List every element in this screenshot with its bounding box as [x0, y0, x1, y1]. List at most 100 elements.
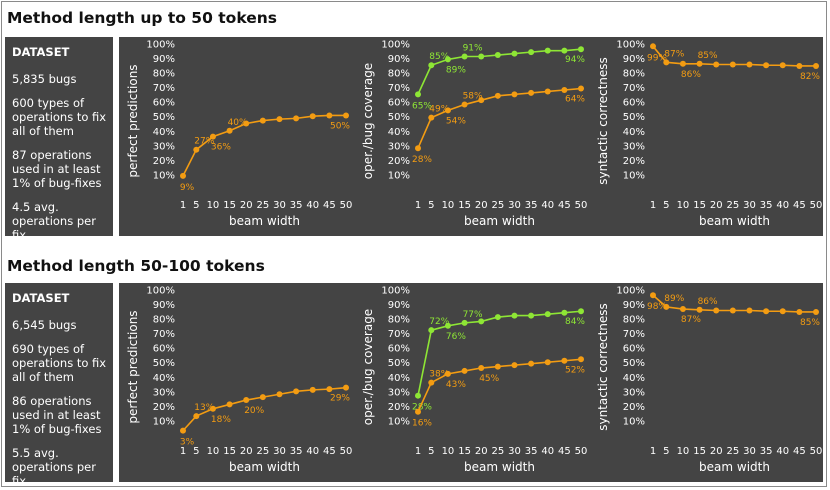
chart-perfect-predictions-short: 10%20%30%40%50%60%70%80%90%100%1 5 10 15 20 2… [126, 39, 352, 228]
data-point [494, 92, 501, 99]
data-label: 43% [446, 380, 466, 390]
chart-syntactic-long: 10%20%30%40%50%60%70%80%90%100%1 5 10 15 20 2… [596, 285, 822, 474]
x-axis-label: beam width [464, 460, 535, 474]
data-point [428, 62, 435, 69]
data-label: 85% [429, 52, 449, 62]
data-point [259, 394, 266, 401]
x-tick-label: 30 [273, 200, 286, 211]
data-point [461, 101, 468, 108]
data-point [415, 392, 421, 399]
data-label: 50% [330, 121, 350, 131]
data-point [528, 89, 535, 96]
data-point [578, 46, 584, 53]
x-tick-label: 40 [306, 446, 319, 457]
x-tick-label: 15 [223, 446, 236, 457]
y-axis-label: oper./bug coverage [361, 309, 375, 425]
data-point [544, 359, 551, 366]
data-point [746, 61, 753, 68]
data-label: 87% [681, 315, 701, 325]
y-tick-label: 20% [388, 402, 410, 413]
y-tick-label: 20% [388, 156, 410, 167]
dataset-common-operations: 87 operations used in at least 1% of bug… [12, 148, 102, 190]
data-label: 86% [681, 70, 701, 80]
data-point [528, 360, 535, 367]
x-tick-label: 25 [726, 200, 739, 211]
data-label: 84% [565, 317, 585, 327]
x-tick-label: 1 [650, 446, 656, 457]
dataset-panel-short: DATASET 5,835 bugs 600 types of operatio… [5, 37, 113, 242]
dataset-bugs: 6,545 bugs [12, 318, 77, 332]
y-tick-label: 90% [388, 300, 410, 311]
data-point [478, 365, 485, 372]
x-tick-label: 35 [760, 446, 773, 457]
y-axis-label: perfect predictions [126, 310, 140, 423]
data-point [461, 53, 468, 60]
y-tick-label: 20% [623, 156, 645, 167]
data-label: 89% [664, 294, 684, 304]
x-tick-label: 10 [207, 200, 220, 211]
y-tick-label: 70% [388, 83, 410, 94]
y-axis-label: oper./bug coverage [361, 63, 375, 179]
data-label: 3% [180, 438, 195, 448]
x-tick-label: 40 [776, 446, 789, 457]
data-point [650, 292, 656, 299]
y-tick-label: 70% [153, 329, 175, 340]
x-tick-label: 15 [693, 200, 706, 211]
y-axis-label: syntactic correctness [596, 303, 610, 431]
y-tick-label: 50% [623, 112, 645, 123]
y-tick-label: 20% [153, 402, 175, 413]
data-label: 28% [412, 403, 432, 413]
y-tick-label: 80% [388, 315, 410, 326]
data-point [415, 408, 421, 415]
data-point [578, 308, 584, 315]
y-tick-label: 60% [388, 98, 410, 109]
y-tick-label: 80% [153, 315, 175, 326]
data-point [494, 314, 501, 321]
x-tick-label: 40 [541, 200, 554, 211]
chart-coverage-short: 10%20%30%40%50%60%70%80%90%100%1 5 10 15 20 2… [361, 39, 587, 228]
x-tick-label: 15 [223, 200, 236, 211]
y-tick-label: 10% [623, 170, 645, 181]
x-tick-label: 30 [743, 200, 756, 211]
y-tick-label: 30% [153, 387, 175, 398]
x-tick-label: 10 [207, 446, 220, 457]
data-point [511, 312, 518, 319]
data-point [428, 327, 435, 334]
data-point [293, 115, 300, 122]
x-tick-label: 35 [290, 446, 303, 457]
y-tick-label: 90% [623, 54, 645, 65]
x-tick-label: 15 [458, 200, 471, 211]
y-tick-label: 60% [623, 344, 645, 355]
data-point [415, 145, 421, 152]
y-tick-label: 50% [153, 112, 175, 123]
data-label: 89% [446, 65, 466, 75]
x-tick-label: 45 [793, 446, 806, 457]
x-tick-label: 30 [508, 200, 521, 211]
y-tick-label: 10% [153, 416, 175, 427]
data-point [544, 47, 551, 54]
data-point [696, 306, 703, 313]
y-tick-label: 100% [381, 39, 410, 50]
data-point [578, 85, 584, 92]
y-tick-label: 10% [623, 416, 645, 427]
data-point [561, 357, 568, 364]
data-label: 58% [463, 92, 483, 102]
data-point [679, 306, 686, 313]
x-tick-label: 45 [558, 446, 571, 457]
data-point [193, 413, 200, 420]
data-point [528, 312, 535, 319]
data-point [763, 308, 770, 315]
data-point [444, 370, 451, 377]
y-tick-label: 10% [388, 170, 410, 181]
x-tick-label: 25 [726, 446, 739, 457]
y-tick-label: 50% [623, 358, 645, 369]
y-tick-label: 60% [153, 344, 175, 355]
x-tick-label: 5 [193, 446, 199, 457]
y-tick-label: 90% [623, 300, 645, 311]
data-point [528, 49, 535, 56]
y-tick-label: 100% [381, 285, 410, 296]
data-point [326, 112, 333, 119]
data-point [729, 307, 736, 314]
x-axis-label: beam width [464, 214, 535, 228]
x-tick-label: 25 [491, 200, 504, 211]
